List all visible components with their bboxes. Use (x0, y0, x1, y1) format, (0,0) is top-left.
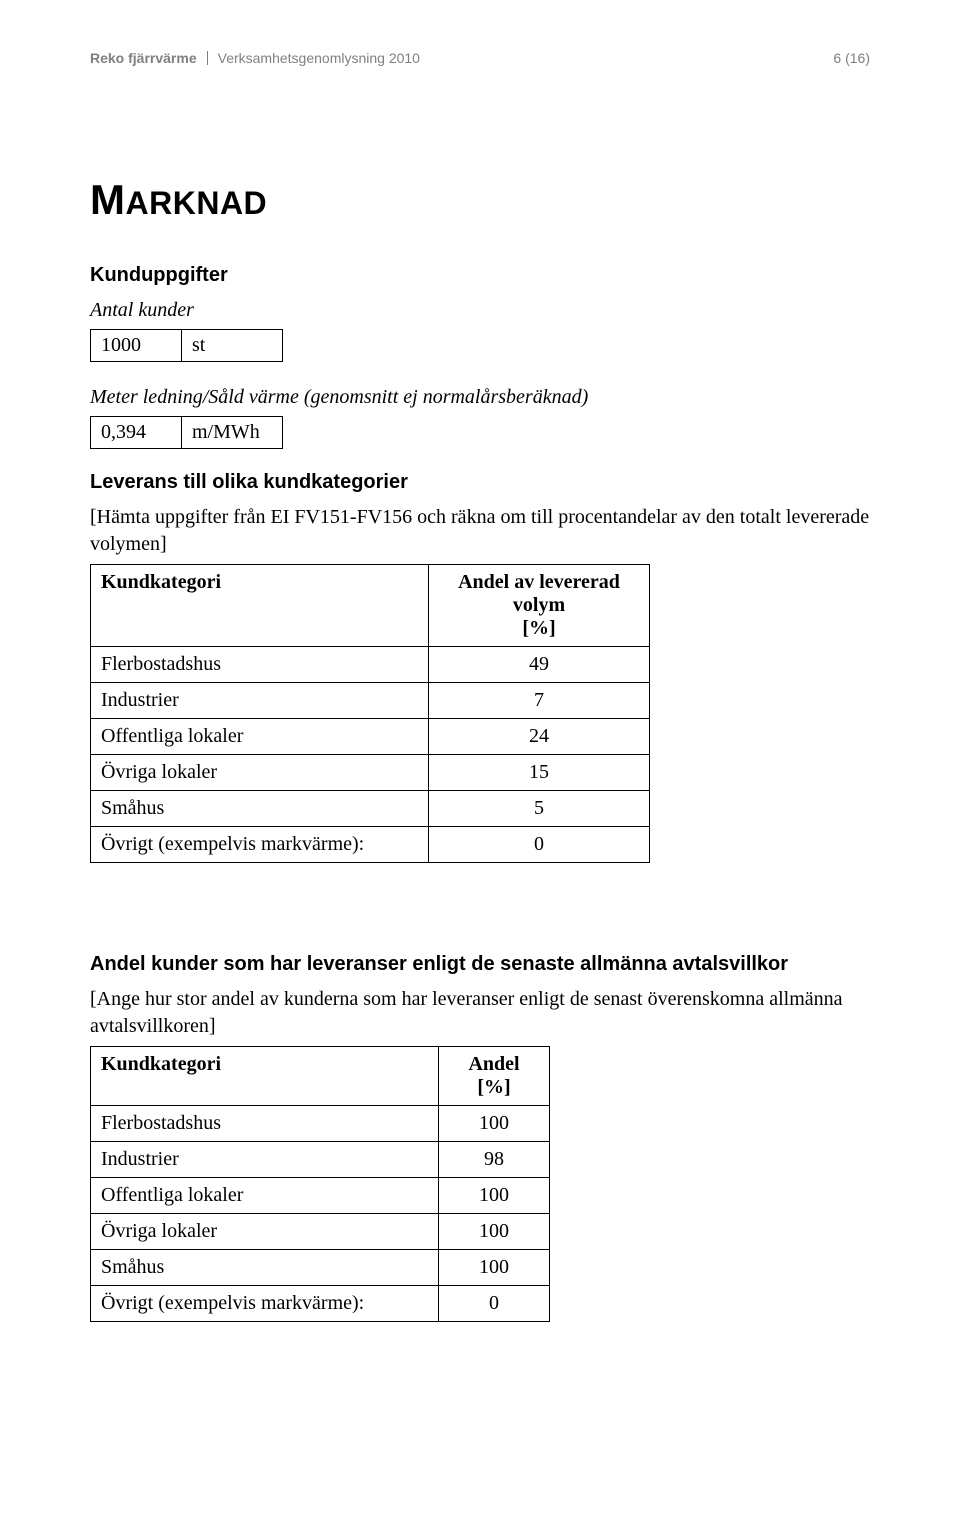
table-row: Övriga lokaler 100 (91, 1214, 550, 1250)
row-value: 49 (429, 647, 650, 683)
row-value: 7 (429, 683, 650, 719)
antal-kunder-unit: st (182, 330, 283, 362)
andel-col2-l1: Andel (468, 1053, 519, 1075)
table-row: Industrier 98 (91, 1142, 550, 1178)
page-header: Reko fjärrvärme Verksamhetsgenomlysning … (90, 50, 870, 66)
row-value: 100 (439, 1250, 550, 1286)
row-value: 15 (429, 755, 650, 791)
antal-kunder-value: 1000 (91, 330, 182, 362)
table-row: Offentliga lokaler 100 (91, 1178, 550, 1214)
row-label: Övriga lokaler (91, 755, 429, 791)
title-rest: ARKNAD (126, 185, 268, 221)
meter-ledning-unit: m/MWh (182, 417, 283, 449)
leverans-col1: Kundkategori (91, 565, 429, 647)
row-label: Flerbostadshus (91, 1106, 439, 1142)
andel-col1: Kundkategori (91, 1047, 439, 1106)
row-label: Industrier (91, 1142, 439, 1178)
table-row: Övrigt (exempelvis markvärme): 0 (91, 827, 650, 863)
andel-col2-l2: [%] (477, 1076, 510, 1098)
table-row: Småhus 100 (91, 1250, 550, 1286)
row-value: 24 (429, 719, 650, 755)
table-row: Flerbostadshus 49 (91, 647, 650, 683)
leverans-col2-l2: [%] (522, 617, 555, 639)
row-label: Övrigt (exempelvis markvärme): (91, 1286, 439, 1322)
antal-kunder-label: Antal kunder (90, 297, 870, 324)
row-value: 5 (429, 791, 650, 827)
table-row: Övriga lokaler 15 (91, 755, 650, 791)
row-label: Offentliga lokaler (91, 719, 429, 755)
page-title: MARKNAD (90, 176, 870, 224)
table-row: Flerbostadshus 100 (91, 1106, 550, 1142)
section3-heading: Andel kunder som har leveranser enligt d… (90, 953, 870, 976)
leverans-col2: Andel av levererad volym [%] (429, 565, 650, 647)
row-value: 100 (439, 1106, 550, 1142)
meter-ledning-value: 0,394 (91, 417, 182, 449)
row-label: Småhus (91, 1250, 439, 1286)
table-row: Offentliga lokaler 24 (91, 719, 650, 755)
header-left: Reko fjärrvärme Verksamhetsgenomlysning … (90, 50, 420, 66)
andel-col2: Andel [%] (439, 1047, 550, 1106)
meter-ledning-label: Meter ledning/Såld värme (genomsnitt ej … (90, 384, 870, 411)
row-label: Flerbostadshus (91, 647, 429, 683)
row-label: Offentliga lokaler (91, 1178, 439, 1214)
row-value: 98 (439, 1142, 550, 1178)
row-label: Småhus (91, 791, 429, 827)
title-initial: M (90, 176, 126, 223)
row-value: 0 (439, 1286, 550, 1322)
row-value: 100 (439, 1178, 550, 1214)
section2-bracket: [Hämta uppgifter från EI FV151-FV156 och… (90, 504, 870, 558)
meter-ledning-table: 0,394 m/MWh (90, 416, 283, 449)
section2-heading: Leverans till olika kundkategorier (90, 471, 870, 494)
header-page-number: 6 (16) (833, 50, 870, 66)
section1-heading: Kunduppgifter (90, 264, 870, 287)
page: Reko fjärrvärme Verksamhetsgenomlysning … (0, 0, 960, 1523)
header-subtitle: Verksamhetsgenomlysning 2010 (218, 50, 420, 66)
table-row: Övrigt (exempelvis markvärme): 0 (91, 1286, 550, 1322)
row-value: 0 (429, 827, 650, 863)
section3-bracket: [Ange hur stor andel av kunderna som har… (90, 986, 870, 1040)
andel-table: Kundkategori Andel [%] Flerbostadshus 10… (90, 1046, 550, 1322)
header-title: Reko fjärrvärme (90, 50, 197, 66)
table-row: Småhus 5 (91, 791, 650, 827)
antal-kunder-table: 1000 st (90, 329, 283, 362)
row-label: Industrier (91, 683, 429, 719)
row-label: Övrigt (exempelvis markvärme): (91, 827, 429, 863)
table-row: Industrier 7 (91, 683, 650, 719)
header-divider (207, 51, 208, 65)
leverans-col2-l1: Andel av levererad volym (458, 571, 620, 616)
spacer (90, 903, 870, 953)
row-label: Övriga lokaler (91, 1214, 439, 1250)
leverans-table: Kundkategori Andel av levererad volym [%… (90, 564, 650, 863)
row-value: 100 (439, 1214, 550, 1250)
